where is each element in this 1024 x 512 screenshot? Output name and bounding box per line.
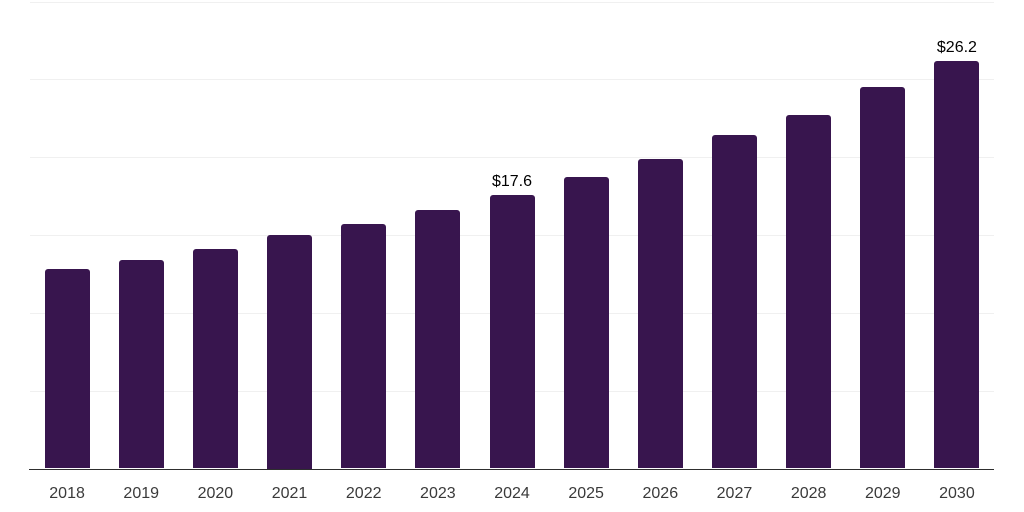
bar-2028[interactable] [786,115,832,469]
x-tick-2018: 2018 [49,485,85,502]
bar-2022[interactable] [341,224,387,469]
bar-2021[interactable] [267,235,313,469]
bar-2029[interactable] [860,87,906,469]
x-tick-2027: 2027 [716,485,753,502]
x-tick-2028: 2028 [790,485,827,502]
gridline-25 [30,79,994,81]
bar-2020[interactable] [192,249,238,469]
bar-2030[interactable] [934,60,980,469]
bar-2027[interactable] [711,135,757,469]
x-tick-2030: 2030 [939,485,975,502]
x-tick-2022: 2022 [345,485,382,502]
x-tick-2021: 2021 [271,485,308,502]
bar-2023[interactable] [415,210,461,469]
gridline-30 [30,1,994,3]
x-tick-2019: 2019 [123,485,160,502]
value-label-2030: $26.2 [936,38,977,56]
x-tick-2029: 2029 [864,485,901,502]
bar-2018[interactable] [44,269,90,469]
gridline-20 [30,157,994,159]
x-tick-2025: 2025 [568,485,604,502]
x-tick-2023: 2023 [420,485,456,502]
bar-2026[interactable] [637,158,683,469]
x-tick-2024: 2024 [494,485,530,502]
x-axis-line [29,468,994,470]
plot-area: $17.6 $26.2 [29,0,994,470]
x-tick-2026: 2026 [642,485,679,502]
bar-2025[interactable] [563,177,609,469]
x-tick-2020: 2020 [197,485,234,502]
value-label-2024: $17.6 [491,172,533,190]
bar-2024[interactable] [489,194,535,469]
bar-2019[interactable] [118,259,164,469]
